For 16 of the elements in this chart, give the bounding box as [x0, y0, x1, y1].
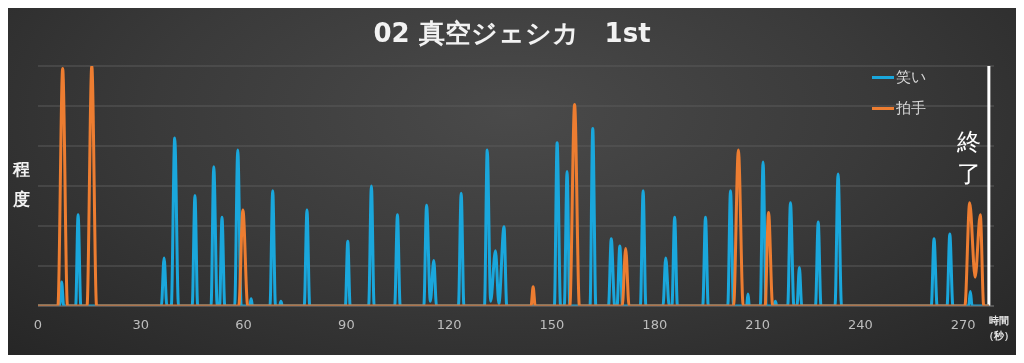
- x-tick-label: 240: [847, 317, 873, 333]
- y-axis-title: 程度: [12, 159, 30, 209]
- x-tick-label: 270: [950, 317, 976, 333]
- x-tick-label: 90: [338, 317, 355, 333]
- ref-line-label: 終了: [955, 128, 981, 188]
- x-tick-label: 30: [132, 317, 150, 333]
- chart-title: 02 真空ジェシカ 1st: [372, 17, 652, 50]
- x-tick-label: 180: [642, 317, 668, 333]
- x-axis-title: 時間（秒）: [983, 314, 1015, 343]
- x-tick-label: 120: [436, 317, 462, 333]
- legend-label: 笑い: [896, 68, 926, 87]
- legend-label: 拍手: [896, 99, 926, 118]
- x-tick-label: 150: [539, 317, 565, 333]
- x-tick-label: 210: [745, 317, 770, 333]
- x-tick-label: 0: [33, 317, 43, 333]
- x-tick-label: 60: [235, 317, 252, 333]
